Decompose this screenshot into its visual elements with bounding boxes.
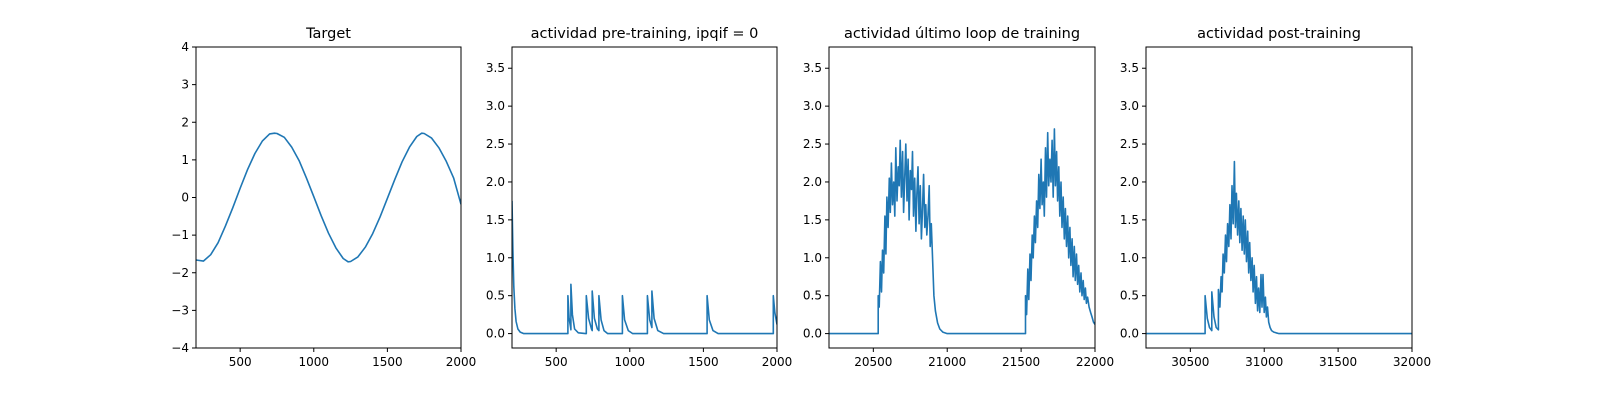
x-tick-label: 22000 [1076, 355, 1114, 369]
x-tick-label: 20500 [854, 355, 892, 369]
x-tick-label: 21500 [1002, 355, 1040, 369]
x-tick-label: 1000 [299, 355, 330, 369]
x-tick-label: 1000 [615, 355, 646, 369]
x-tick-label: 2000 [446, 355, 477, 369]
x-tick-label: 500 [229, 355, 252, 369]
x-tick-label: 32000 [1393, 355, 1431, 369]
y-tick-label: 3.5 [1120, 61, 1139, 75]
y-tick-label: 2.0 [1120, 175, 1139, 189]
y-tick-label: 2 [181, 115, 189, 129]
axes-frame [1145, 46, 1413, 349]
y-tick-label: 0.5 [803, 289, 822, 303]
y-tick-label: −3 [171, 303, 189, 317]
y-tick-label: 3.0 [486, 99, 505, 113]
axes-frame [195, 46, 462, 349]
y-tick-label: 2.0 [486, 175, 505, 189]
x-tick-label: 1500 [372, 355, 403, 369]
x-tick-label: 31500 [1319, 355, 1357, 369]
chart-panel-4: actividad post-training 30500 31000 31500 32… [1120, 26, 1431, 369]
y-tick-label: 1.0 [486, 251, 505, 265]
y-tick-label: 3.5 [486, 61, 505, 75]
x-tick-label: 1500 [688, 355, 719, 369]
y-tick-label: 2.5 [1120, 137, 1139, 151]
series-line [196, 132, 461, 263]
y-tick-label: 3 [181, 78, 189, 92]
series-line [829, 128, 1095, 335]
y-tick-label: 4 [181, 40, 189, 54]
x-tick-label: 500 [545, 355, 568, 369]
y-tick-label: 2.5 [803, 137, 822, 151]
y-tick-label: 1.0 [1120, 251, 1139, 265]
chart-title: actividad último loop de training [844, 26, 1080, 42]
axes-frame [828, 46, 1096, 349]
y-tick-label: 0.0 [803, 327, 822, 341]
y-tick-label: 0.0 [486, 327, 505, 341]
y-tick-label: 1.5 [803, 213, 822, 227]
x-tick-label: 2000 [762, 355, 793, 369]
x-tick-label: 30500 [1171, 355, 1209, 369]
chart-title: Target [305, 26, 351, 42]
chart-panel-3: actividad último loop de training 20500 21… [803, 26, 1114, 369]
chart-title: actividad pre-training, ipqif = 0 [531, 26, 759, 42]
y-tick-label: −4 [171, 341, 189, 355]
chart-panel-1: Target 500 1000 1500 2000 −4 −3 −2 −1 0 1 2 3 4 [171, 26, 476, 369]
y-tick-label: 0.5 [1120, 289, 1139, 303]
y-tick-label: 3.0 [1120, 99, 1139, 113]
y-tick-label: 0.5 [486, 289, 505, 303]
y-tick-label: 2.0 [803, 175, 822, 189]
x-tick-label: 31000 [1245, 355, 1283, 369]
axes-frame [511, 46, 778, 349]
y-tick-label: 3.5 [803, 61, 822, 75]
y-tick-label: −2 [171, 266, 189, 280]
x-tick-label: 21000 [928, 355, 966, 369]
y-tick-label: 0 [181, 191, 189, 205]
y-tick-label: 2.5 [486, 137, 505, 151]
y-tick-label: 1 [181, 153, 189, 167]
y-tick-label: 1.5 [1120, 213, 1139, 227]
y-tick-label: 0.0 [1120, 327, 1139, 341]
chart-title: actividad post-training [1197, 26, 1361, 42]
y-tick-label: 1.0 [803, 251, 822, 265]
y-tick-label: 3.0 [803, 99, 822, 113]
series-line [1146, 160, 1412, 335]
series-line [512, 200, 777, 335]
chart-panel-2: actividad pre-training, ipqif = 0 500 1000… [486, 26, 792, 369]
y-tick-label: −1 [171, 228, 189, 242]
y-tick-label: 1.5 [486, 213, 505, 227]
